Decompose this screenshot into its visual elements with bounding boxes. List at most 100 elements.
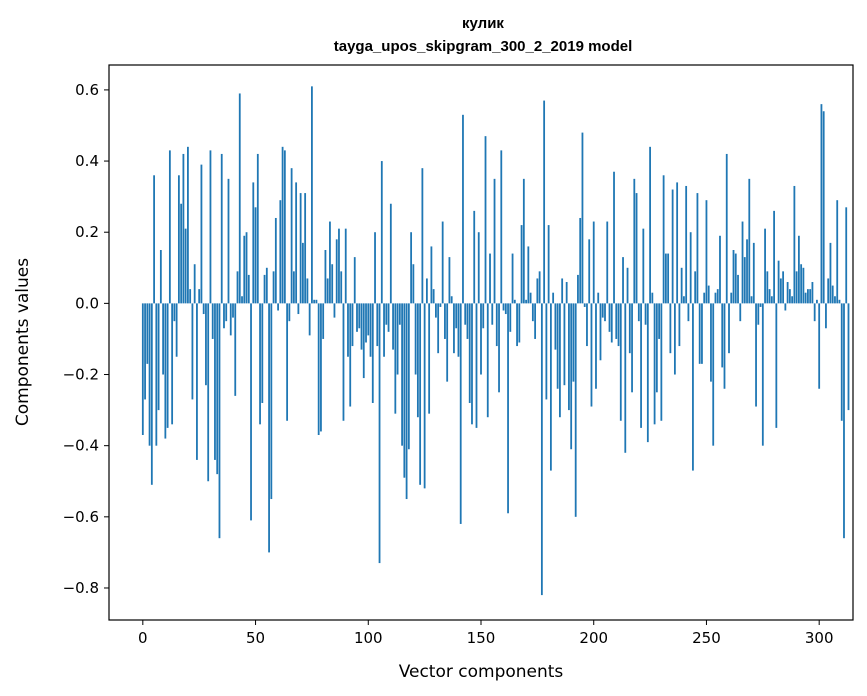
bar-86 xyxy=(335,239,338,304)
bar-65 xyxy=(288,303,291,322)
bar-16 xyxy=(177,175,180,304)
bar-36 xyxy=(223,303,225,329)
bar-242 xyxy=(687,303,690,322)
bar-251 xyxy=(707,285,710,304)
bar-155 xyxy=(491,303,494,325)
bar-309 xyxy=(838,299,841,304)
bar-295 xyxy=(807,289,809,304)
bar-6 xyxy=(155,303,158,446)
bar-301 xyxy=(820,104,823,304)
x-tick-label: 200 xyxy=(579,629,608,647)
bar-78 xyxy=(317,303,320,435)
bar-101 xyxy=(369,303,372,357)
bar-195 xyxy=(581,132,584,304)
bar-99 xyxy=(365,303,367,343)
bar-308 xyxy=(836,200,839,304)
bar-186 xyxy=(561,278,564,304)
bar-294 xyxy=(804,292,807,304)
bar-154 xyxy=(489,253,491,304)
bar-192 xyxy=(574,303,577,517)
bar-141 xyxy=(459,303,462,524)
bar-312 xyxy=(845,207,848,304)
bar-62 xyxy=(281,146,284,304)
bar-194 xyxy=(579,217,582,304)
bar-20 xyxy=(187,146,189,304)
bar-139 xyxy=(455,303,458,329)
bar-285 xyxy=(784,303,787,311)
bar-237 xyxy=(676,182,679,304)
bar-225 xyxy=(649,146,651,304)
bar-250 xyxy=(705,200,708,304)
bar-263 xyxy=(734,253,737,304)
bar-182 xyxy=(552,292,555,304)
bar-167 xyxy=(518,303,521,343)
bar-271 xyxy=(752,242,755,304)
bar-44 xyxy=(241,296,243,304)
bar-202 xyxy=(597,292,600,304)
bar-17 xyxy=(180,203,183,304)
bar-53 xyxy=(261,303,264,403)
y-tick-label: −0.2 xyxy=(63,366,99,384)
bar-177 xyxy=(540,303,543,596)
bar-206 xyxy=(606,221,609,304)
bar-24 xyxy=(196,303,198,460)
bar-302 xyxy=(822,111,825,304)
bar-310 xyxy=(840,303,843,421)
bar-76 xyxy=(313,299,316,304)
bar-151 xyxy=(482,303,485,329)
bar-196 xyxy=(583,303,586,307)
bar-26 xyxy=(200,164,203,304)
bar-47 xyxy=(247,274,250,304)
bar-106 xyxy=(380,161,383,304)
bar-213 xyxy=(622,257,624,304)
bar-120 xyxy=(412,264,415,304)
bar-116 xyxy=(403,303,406,478)
bar-83 xyxy=(329,221,331,304)
bar-172 xyxy=(529,292,532,304)
bar-200 xyxy=(592,221,595,304)
bar-115 xyxy=(401,303,403,446)
bar-51 xyxy=(256,153,259,304)
bar-270 xyxy=(750,296,753,304)
bar-107 xyxy=(383,303,385,357)
bar-5 xyxy=(153,175,155,304)
bar-82 xyxy=(326,278,329,304)
bar-122 xyxy=(416,303,419,418)
bar-98 xyxy=(362,303,365,379)
bar-247 xyxy=(698,303,701,364)
chart-title: кулик xyxy=(462,15,504,32)
bar-293 xyxy=(802,267,805,304)
bar-222 xyxy=(642,228,645,304)
bar-218 xyxy=(633,178,636,304)
x-tick-label: 100 xyxy=(354,629,383,647)
bar-21 xyxy=(189,289,192,304)
bar-156 xyxy=(493,178,496,304)
bar-144 xyxy=(466,303,469,339)
bar-286 xyxy=(786,282,789,304)
bar-208 xyxy=(610,303,613,343)
bar-96 xyxy=(358,303,361,329)
bar-39 xyxy=(229,303,232,336)
bar-176 xyxy=(538,271,541,304)
bar-142 xyxy=(462,114,464,304)
bar-260 xyxy=(728,303,730,354)
bar-161 xyxy=(504,303,507,315)
bar-35 xyxy=(220,153,223,304)
bar-109 xyxy=(387,303,390,332)
bar-67 xyxy=(292,271,295,304)
bar-198 xyxy=(588,239,591,304)
y-tick-label: 0.4 xyxy=(75,152,99,170)
bar-299 xyxy=(816,299,818,304)
bar-278 xyxy=(768,289,771,304)
bar-215 xyxy=(626,267,629,304)
bar-283 xyxy=(779,278,782,304)
bar-224 xyxy=(646,303,649,443)
bar-240 xyxy=(683,296,685,304)
bar-226 xyxy=(651,292,654,304)
bar-282 xyxy=(777,260,780,304)
bar-63 xyxy=(283,150,286,304)
chart-subtitle: tayga_upos_skipgram_300_2_2019 model xyxy=(334,38,633,55)
bar-73 xyxy=(306,278,309,304)
bar-87 xyxy=(338,228,340,304)
bar-288 xyxy=(791,296,794,304)
